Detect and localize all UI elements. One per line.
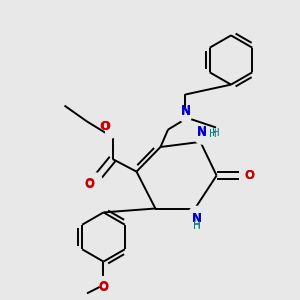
Text: O: O [98,281,109,294]
Text: N: N [180,104,190,117]
Circle shape [239,169,251,181]
Text: O: O [85,177,94,190]
Text: H: H [193,221,200,231]
Text: N: N [197,126,207,139]
Circle shape [189,206,204,221]
Circle shape [98,277,109,287]
Text: N: N [180,105,190,118]
Text: O: O [98,280,109,293]
Text: H: H [193,220,200,230]
Text: O: O [85,178,94,191]
Circle shape [194,129,209,144]
Text: H: H [212,128,220,138]
Text: N: N [197,125,207,138]
Text: O: O [244,169,254,182]
Text: N: N [191,212,202,225]
Text: N: N [191,212,202,224]
Circle shape [179,110,191,122]
Text: H: H [209,129,217,139]
Text: O: O [100,120,110,133]
Circle shape [106,127,116,138]
Circle shape [91,173,101,184]
Text: O: O [100,121,110,134]
Text: O: O [244,169,254,182]
